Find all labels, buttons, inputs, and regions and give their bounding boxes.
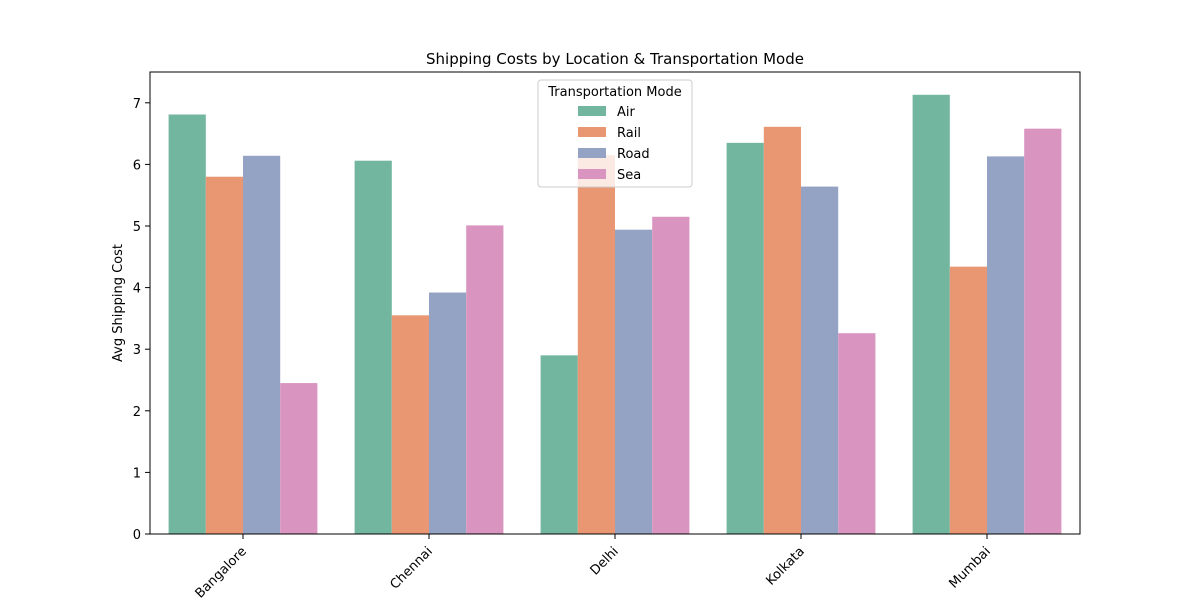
y-tick-label: 7 xyxy=(133,97,141,112)
legend-swatch-road xyxy=(578,148,606,158)
legend-label-air: Air xyxy=(617,105,636,120)
x-tick-label: Mumbai xyxy=(946,544,993,591)
legend-label-rail: Rail xyxy=(617,126,641,141)
legend-swatch-sea xyxy=(578,169,606,179)
legend-box xyxy=(537,79,693,188)
bar-bangalore-air xyxy=(168,114,206,534)
bar-kolkata-sea xyxy=(838,333,876,534)
bar-delhi-sea xyxy=(652,216,690,534)
bar-delhi-air xyxy=(540,355,578,534)
y-axis-label: Avg Shipping Cost xyxy=(111,244,126,362)
bar-bangalore-road xyxy=(243,155,281,534)
y-tick-label: 3 xyxy=(133,343,141,358)
bars-group xyxy=(168,94,1062,535)
bar-kolkata-road xyxy=(801,186,839,535)
legend-title: Transportation Mode xyxy=(547,85,681,100)
bar-chennai-sea xyxy=(466,225,504,534)
x-tick-label: Kolkata xyxy=(763,544,807,588)
legend-label-road: Road xyxy=(617,147,650,162)
bar-chennai-rail xyxy=(391,315,429,534)
legend: Transportation Mode Air Rail Road Sea xyxy=(537,79,693,188)
y-tick-label: 1 xyxy=(133,466,141,481)
bar-kolkata-air xyxy=(726,142,764,534)
bar-mumbai-rail xyxy=(949,266,987,534)
bar-mumbai-sea xyxy=(1024,128,1062,534)
bar-chennai-road xyxy=(429,292,467,534)
x-tick-label: Bangalore xyxy=(193,544,250,600)
bar-bangalore-rail xyxy=(205,176,243,534)
bar-mumbai-air xyxy=(912,94,950,535)
y-tick-label: 5 xyxy=(133,220,141,235)
legend-swatch-rail xyxy=(578,127,606,137)
bar-delhi-road xyxy=(615,229,653,535)
y-tick-label: 2 xyxy=(133,405,141,420)
legend-items: Air Rail Road Sea xyxy=(578,105,650,183)
bar-chennai-air xyxy=(354,160,392,535)
chart-title: Shipping Costs by Location & Transportat… xyxy=(426,50,804,68)
bar-delhi-rail xyxy=(577,155,615,534)
x-tick-label: Chennai xyxy=(387,544,435,592)
legend-label-sea: Sea xyxy=(617,168,641,183)
bar-bangalore-sea xyxy=(280,383,318,534)
bar-mumbai-road xyxy=(987,156,1025,534)
bar-kolkata-rail xyxy=(763,126,801,534)
y-tick-label: 0 xyxy=(133,528,141,543)
legend-swatch-air xyxy=(578,106,606,116)
y-tick-label: 4 xyxy=(133,282,141,297)
x-tick-label: Delhi xyxy=(588,544,622,578)
x-axis: Bangalore Chennai Delhi Kolkata Mumbai xyxy=(193,534,994,600)
y-tick-label: 6 xyxy=(133,158,141,173)
y-axis: 0 1 2 3 4 5 6 7 xyxy=(133,97,150,543)
